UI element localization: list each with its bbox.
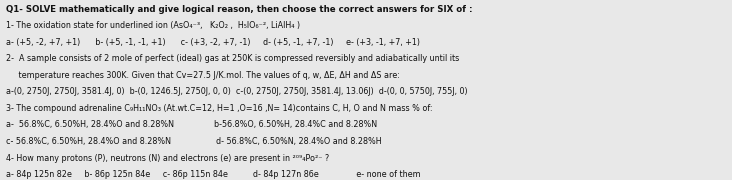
Text: a- (+5, -2, +7, +1)      b- (+5, -1, -1, +1)      c- (+3, -2, +7, -1)     d- (+5: a- (+5, -2, +7, +1) b- (+5, -1, -1, +1) … (6, 38, 420, 47)
Text: a-(0, 2750J, 2750J, 3581.4J, 0)  b-(0, 1246.5J, 2750J, 0, 0)  c-(0, 2750J, 2750J: a-(0, 2750J, 2750J, 3581.4J, 0) b-(0, 12… (6, 87, 468, 96)
Text: 3- The compound adrenaline C₉H₁₁NO₃ (At.wt.C=12, H=1 ,O=16 ,N= 14)contains C, H,: 3- The compound adrenaline C₉H₁₁NO₃ (At.… (6, 104, 433, 113)
Text: a-  56.8%C, 6.50%H, 28.4%O and 8.28%N                b-56.8%O, 6.50%H, 28.4%C an: a- 56.8%C, 6.50%H, 28.4%O and 8.28%N b-5… (6, 120, 377, 129)
Text: c- 56.8%C, 6.50%H, 28.4%O and 8.28%N                  d- 56.8%C, 6.50%N, 28.4%O : c- 56.8%C, 6.50%H, 28.4%O and 8.28%N d- … (6, 137, 381, 146)
Text: 4- How many protons (P), neutrons (N) and electrons (e) are present in ²⁰⁹₄Po²⁻ : 4- How many protons (P), neutrons (N) an… (6, 154, 329, 163)
Text: 1- The oxidation state for underlined ion (AsO₄⁻³,   K₂O₂ ,  H₅IO₆⁻², LiAlH₄ ): 1- The oxidation state for underlined io… (6, 21, 300, 30)
Text: temperature reaches 300K. Given that Cv=27.5 J/K.mol. The values of q, w, ΔE, ΔH: temperature reaches 300K. Given that Cv=… (6, 71, 400, 80)
Text: 2-  A sample consists of 2 mole of perfect (ideal) gas at 250K is compressed rev: 2- A sample consists of 2 mole of perfec… (6, 54, 459, 63)
Text: a- 84p 125n 82e     b- 86p 125n 84e     c- 86p 115n 84e          d- 84p 127n 86e: a- 84p 125n 82e b- 86p 125n 84e c- 86p 1… (6, 170, 420, 179)
Text: Q1- SOLVE mathematically and give logical reason, then choose the correct answer: Q1- SOLVE mathematically and give logica… (6, 4, 472, 14)
